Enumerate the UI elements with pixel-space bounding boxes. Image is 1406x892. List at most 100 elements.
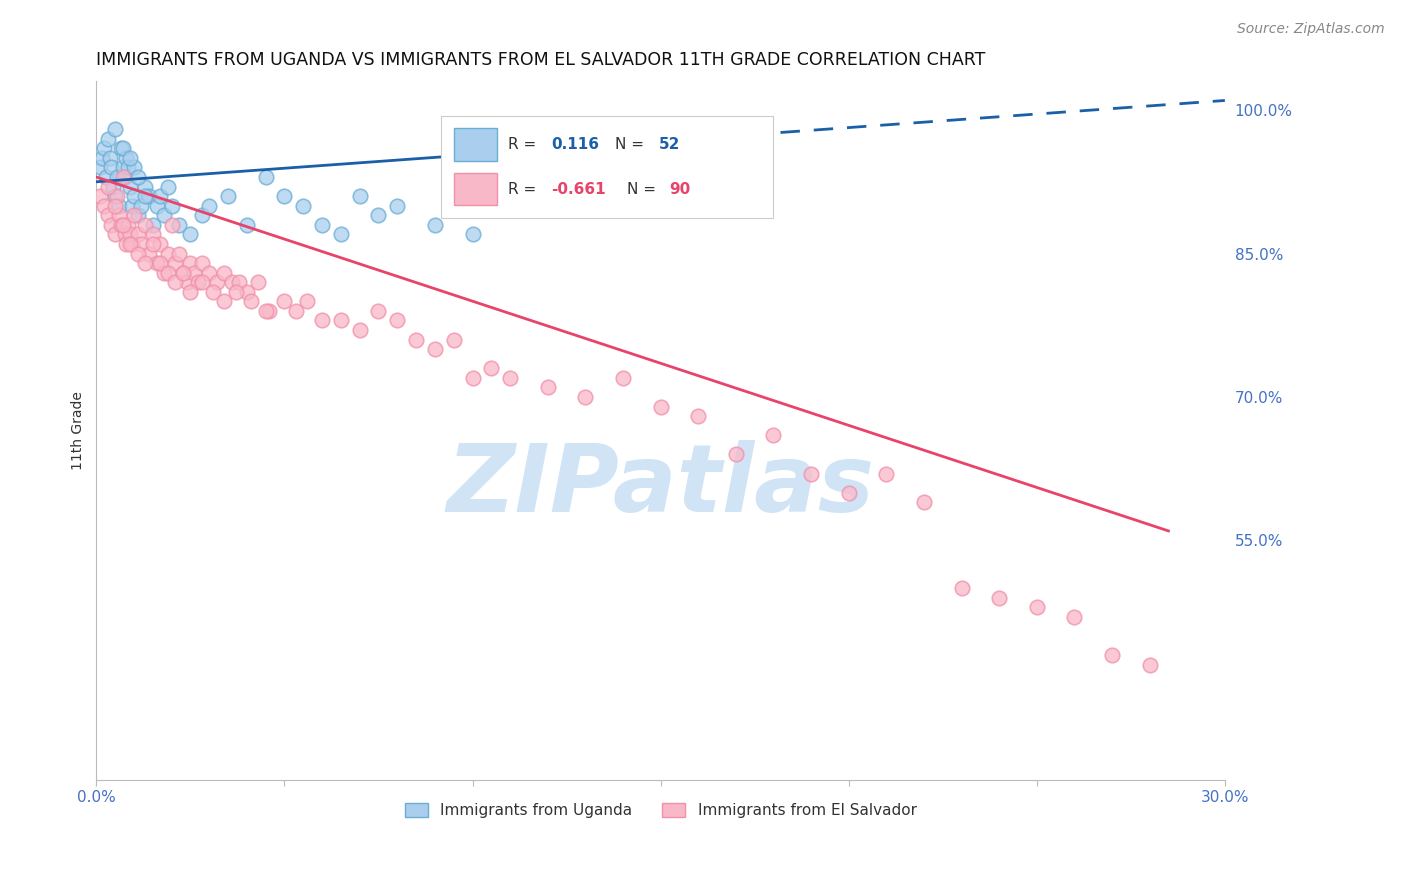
Point [499, 371, 522, 385]
Point [221, 275, 243, 289]
Point [574, 390, 596, 404]
Point [838, 485, 860, 500]
Point [94, 169, 117, 184]
Point [103, 179, 125, 194]
Point [145, 199, 167, 213]
Text: N =: N = [616, 137, 650, 153]
Point [311, 313, 333, 327]
Text: 52: 52 [658, 137, 679, 153]
Point [179, 256, 201, 270]
Point [236, 218, 259, 232]
Point [461, 227, 484, 242]
Point [349, 323, 371, 337]
Point [688, 409, 710, 424]
Point [108, 208, 131, 222]
Point [183, 266, 205, 280]
Point [111, 141, 134, 155]
Point [142, 218, 165, 232]
Point [212, 294, 235, 309]
Point [117, 218, 139, 232]
Point [114, 227, 136, 242]
Point [120, 151, 142, 165]
Point [138, 189, 160, 203]
Point [127, 208, 149, 222]
Point [93, 199, 115, 213]
Point [247, 275, 270, 289]
Point [198, 199, 221, 213]
Point [762, 428, 785, 442]
Point [97, 179, 120, 194]
Point [115, 236, 138, 251]
Point [160, 199, 183, 213]
Point [273, 294, 295, 309]
Legend: Immigrants from Uganda, Immigrants from El Salvador: Immigrants from Uganda, Immigrants from … [398, 797, 922, 824]
Point [111, 169, 134, 184]
Point [724, 447, 747, 461]
Point [89, 189, 111, 203]
Point [89, 161, 111, 175]
Point [254, 304, 277, 318]
Point [167, 218, 190, 232]
Point [225, 285, 247, 299]
Point [190, 256, 212, 270]
Point [111, 161, 134, 175]
Point [423, 342, 446, 356]
Point [131, 199, 153, 213]
Point [198, 266, 221, 280]
Point [121, 236, 143, 251]
Point [311, 218, 333, 232]
Point [190, 275, 212, 289]
Point [295, 294, 318, 309]
Point [100, 161, 122, 175]
Point [800, 467, 823, 481]
Point [156, 266, 179, 280]
Point [153, 266, 176, 280]
Point [131, 236, 153, 251]
Point [172, 266, 194, 280]
Point [988, 591, 1011, 605]
Point [142, 227, 165, 242]
Point [172, 266, 194, 280]
Text: 90: 90 [669, 182, 690, 196]
Point [97, 208, 120, 222]
Point [176, 275, 198, 289]
Point [517, 199, 540, 213]
Point [122, 161, 145, 175]
Point [120, 227, 142, 242]
Point [97, 132, 120, 146]
Point [236, 285, 259, 299]
Point [127, 169, 149, 184]
Point [329, 313, 352, 327]
Point [165, 275, 187, 289]
Point [912, 495, 935, 509]
Text: N =: N = [627, 182, 661, 196]
Text: IMMIGRANTS FROM UGANDA VS IMMIGRANTS FROM EL SALVADOR 11TH GRADE CORRELATION CHA: IMMIGRANTS FROM UGANDA VS IMMIGRANTS FRO… [97, 51, 986, 69]
Point [239, 294, 262, 309]
Point [134, 218, 156, 232]
Point [1063, 610, 1085, 624]
Point [387, 313, 409, 327]
Text: Source: ZipAtlas.com: Source: ZipAtlas.com [1237, 22, 1385, 37]
Point [367, 304, 389, 318]
Point [114, 169, 136, 184]
Text: 0.116: 0.116 [551, 137, 599, 153]
Point [122, 189, 145, 203]
Point [91, 151, 114, 165]
Point [149, 189, 172, 203]
Text: R =: R = [508, 182, 541, 196]
Point [104, 199, 127, 213]
Point [479, 361, 502, 376]
Point [259, 304, 281, 318]
Point [104, 227, 127, 242]
Y-axis label: 11th Grade: 11th Grade [72, 391, 86, 470]
Point [156, 246, 179, 260]
Point [443, 333, 465, 347]
Text: R =: R = [508, 137, 541, 153]
Point [612, 371, 634, 385]
Point [153, 208, 176, 222]
Point [156, 179, 179, 194]
Point [127, 227, 149, 242]
Point [115, 151, 138, 165]
Point [273, 189, 295, 203]
Point [254, 169, 277, 184]
